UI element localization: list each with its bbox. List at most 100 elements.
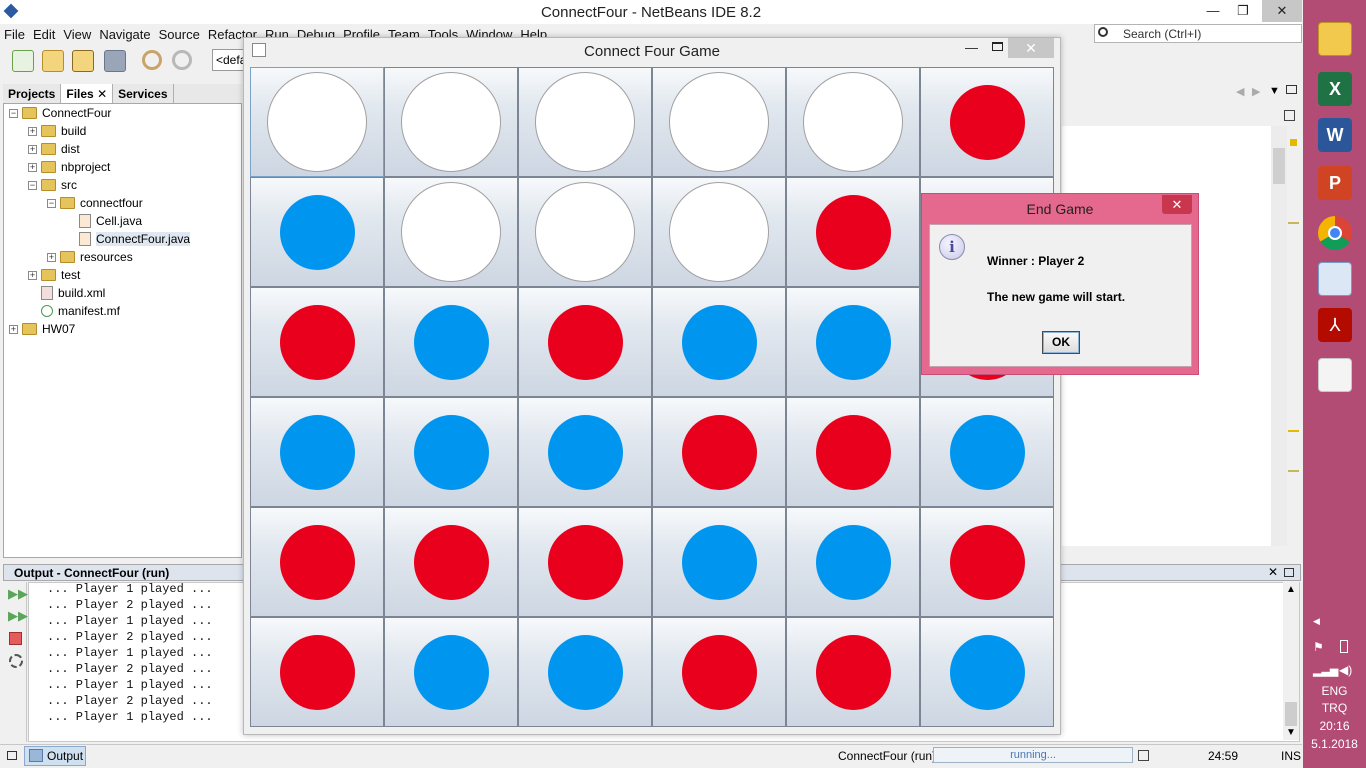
powerpoint-icon[interactable]: P [1318,166,1352,200]
tab-services[interactable]: Services [113,84,174,103]
output-scrollbar[interactable]: ▲ ▼ [1283,582,1299,740]
board-cell[interactable] [384,397,518,507]
restore-window-icon[interactable] [1284,568,1294,577]
collapse-icon[interactable]: − [28,179,37,190]
configuration-select[interactable]: <default> [212,49,252,71]
tree-item[interactable]: − src [28,176,77,194]
board-cell[interactable] [518,617,652,727]
file-explorer-icon[interactable] [1318,22,1352,56]
board-cell[interactable] [250,617,384,727]
acrobat-icon[interactable]: ⅄ [1318,308,1352,342]
board-cell[interactable] [250,67,384,177]
board-cell[interactable] [786,287,920,397]
expand-icon[interactable]: + [28,269,37,280]
tree-item[interactable]: Cell.java [66,212,142,230]
expand-icon[interactable]: + [47,251,56,262]
tree-item[interactable]: manifest.mf [28,302,120,320]
tree-item[interactable]: − connectfour [47,194,143,212]
cancel-task-icon[interactable] [1138,750,1149,761]
board-cell[interactable] [518,507,652,617]
keyboard-layout[interactable]: TRQ [1321,701,1348,715]
board-cell[interactable] [384,617,518,727]
nav-forward-icon[interactable]: ▶ [1252,86,1261,98]
clock-date[interactable]: 5.1.2018 [1311,737,1358,751]
board-cell[interactable] [652,67,786,177]
board-cell[interactable] [250,177,384,287]
board-cell[interactable] [920,507,1054,617]
ide-close-button[interactable]: ✕ [1262,0,1302,22]
tab-files[interactable]: Files ✕ [61,84,114,103]
tab-projects[interactable]: Projects [3,84,62,103]
expand-icon[interactable]: + [9,323,18,334]
board-cell[interactable] [652,177,786,287]
battery-icon[interactable] [1340,640,1348,653]
ide-maximize-button[interactable]: ❐ [1237,3,1249,18]
window-restore-icon[interactable] [7,751,17,760]
new-project-icon[interactable] [42,50,64,72]
language-indicator[interactable]: ENG [1321,684,1348,698]
board-cell[interactable] [250,287,384,397]
nav-back-icon[interactable]: ◀ [1236,86,1245,98]
board-cell[interactable] [786,397,920,507]
restore-window-icon[interactable] [1286,85,1297,94]
word-icon[interactable]: W [1318,118,1352,152]
show-hidden-icon[interactable]: ◀ [1313,616,1320,626]
board-cell[interactable] [518,397,652,507]
volume-icon[interactable]: ◀) [1339,663,1353,677]
tree-item[interactable]: + resources [47,248,133,266]
expand-icon[interactable]: + [28,161,37,172]
menu-navigate[interactable]: Navigate [99,27,151,42]
tree-item[interactable]: − ConnectFour [9,104,111,122]
excel-icon[interactable]: X [1318,72,1352,106]
stop-icon[interactable] [9,632,22,645]
board-cell[interactable] [384,67,518,177]
expand-icon[interactable]: + [28,143,37,154]
settings-icon[interactable] [9,654,23,668]
close-icon[interactable]: ✕ [1267,565,1278,579]
ok-button[interactable]: OK [1042,331,1080,354]
menu-source[interactable]: Source [158,27,200,42]
ide-minimize-button[interactable]: — [1206,3,1220,18]
board-cell[interactable] [652,397,786,507]
flag-icon[interactable]: ⚑ [1313,640,1324,654]
redo-icon[interactable] [172,50,192,70]
rerun-with-params-icon[interactable]: ▶▶ [8,608,28,623]
editor-scrollbar[interactable] [1271,126,1287,546]
board-cell[interactable] [786,507,920,617]
board-cell[interactable] [920,67,1054,177]
dialog-close-button[interactable]: ✕ [1162,195,1192,214]
collapse-icon[interactable]: − [47,197,56,208]
network-icon[interactable]: ▂▃▅ [1313,665,1339,677]
board-cell[interactable] [384,287,518,397]
rerun-icon[interactable]: ▶▶ [8,586,28,601]
expand-icon[interactable]: + [28,125,37,136]
tab-list-icon[interactable]: ▼ [1269,85,1280,97]
board-cell[interactable] [920,617,1054,727]
menu-edit[interactable]: Edit [32,27,56,42]
menu-view[interactable]: View [63,27,92,42]
game-maximize-button[interactable] [992,42,1003,51]
board-cell[interactable] [920,397,1054,507]
undo-icon[interactable] [142,50,162,70]
close-icon[interactable]: ✕ [97,87,108,101]
open-project-icon[interactable] [72,50,94,72]
tree-item[interactable]: + nbproject [28,158,110,176]
tree-item[interactable]: build.xml [28,284,105,302]
board-cell[interactable] [786,617,920,727]
java-taskbar-icon[interactable] [1318,358,1352,392]
game-minimize-button[interactable]: — [965,40,978,55]
board-cell[interactable] [518,287,652,397]
board-cell[interactable] [250,507,384,617]
board-cell[interactable] [652,507,786,617]
tree-item[interactable]: + test [28,266,80,284]
chrome-icon[interactable] [1318,216,1352,250]
board-cell[interactable] [250,397,384,507]
tree-item[interactable]: + HW07 [9,320,75,338]
tree-item[interactable]: + dist [28,140,80,158]
search-input[interactable]: Search (Ctrl+I) [1094,24,1302,43]
board-cell[interactable] [652,287,786,397]
board-cell[interactable] [384,507,518,617]
virtualbox-icon[interactable] [1318,262,1352,296]
board-cell[interactable] [786,67,920,177]
tree-item[interactable]: + build [28,122,86,140]
